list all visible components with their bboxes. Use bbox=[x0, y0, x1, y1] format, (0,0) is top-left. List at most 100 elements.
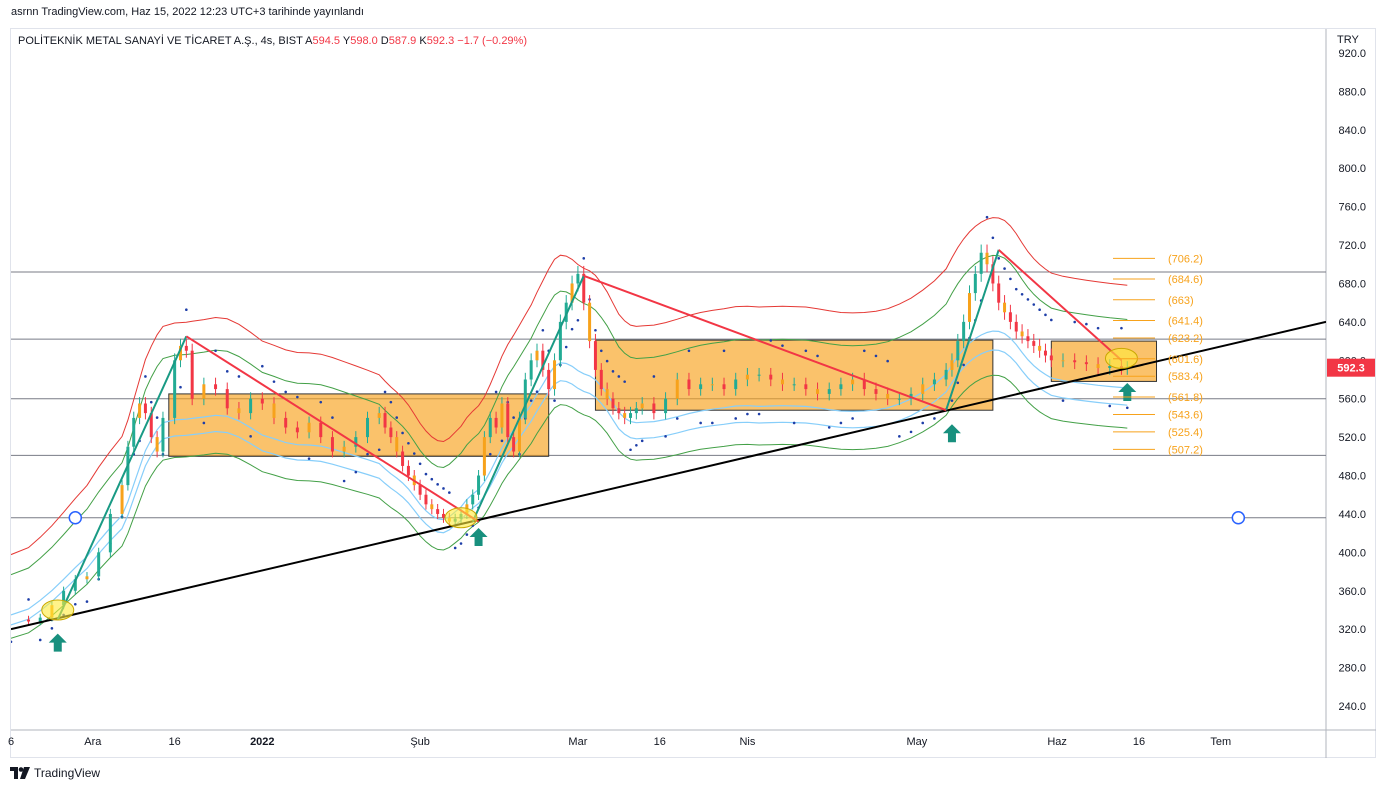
candle-body bbox=[962, 321, 966, 342]
sar-dot bbox=[453, 546, 457, 550]
sar-dot bbox=[570, 327, 574, 331]
y-tick-label: 800.0 bbox=[1338, 163, 1366, 175]
candle-body bbox=[979, 252, 983, 274]
candle-body bbox=[553, 360, 557, 390]
chart-frame[interactable] bbox=[10, 28, 1376, 758]
candle-body bbox=[547, 369, 551, 390]
candle-body bbox=[38, 617, 42, 622]
sar-dot bbox=[898, 435, 901, 438]
sar-dot bbox=[1108, 404, 1112, 408]
candle-body bbox=[272, 403, 276, 418]
candle-body bbox=[506, 403, 510, 438]
sar-dot bbox=[623, 380, 626, 383]
sar-dot bbox=[962, 363, 965, 367]
sar-dot bbox=[27, 598, 30, 601]
candle-body bbox=[471, 494, 475, 505]
y-tick-label: 360.0 bbox=[1338, 586, 1366, 598]
up-arrow-icon bbox=[1118, 382, 1137, 401]
y-tick-label: 840.0 bbox=[1338, 125, 1366, 137]
candle-body bbox=[967, 293, 971, 322]
sar-dot bbox=[377, 448, 381, 452]
sar-dot bbox=[611, 370, 615, 373]
candle-body bbox=[950, 360, 954, 370]
sar-dot bbox=[605, 359, 609, 363]
candle-body bbox=[874, 389, 878, 394]
candle-body bbox=[477, 475, 481, 495]
candle-body bbox=[97, 552, 101, 577]
sar-dot bbox=[1026, 298, 1030, 301]
sar-dot bbox=[1085, 322, 1088, 326]
sar-dot bbox=[50, 627, 54, 630]
sar-dot bbox=[553, 399, 556, 402]
sar-dot bbox=[436, 483, 439, 486]
sar-dot bbox=[85, 600, 89, 603]
candle-body bbox=[862, 379, 866, 390]
candle-body bbox=[722, 384, 726, 390]
candle-body bbox=[401, 451, 405, 466]
downtrend-line bbox=[185, 335, 480, 523]
candle-body bbox=[143, 403, 147, 414]
y-tick-label: 240.0 bbox=[1338, 701, 1366, 713]
symbol-title: POLİTEKNİK METAL SANAYİ VE TİCARET A.Ş.,… bbox=[18, 35, 303, 47]
candle-body bbox=[1043, 350, 1047, 356]
candle-body bbox=[161, 417, 165, 452]
sar-dot bbox=[722, 349, 726, 353]
candle-body bbox=[1084, 362, 1088, 365]
candle-body bbox=[132, 417, 136, 447]
y-tick-label: 480.0 bbox=[1338, 471, 1366, 483]
y-tick-label: 560.0 bbox=[1338, 394, 1366, 406]
sar-dot bbox=[354, 470, 358, 474]
change-value: −1.7 (−0.29%) bbox=[457, 35, 527, 47]
up-arrow-icon bbox=[469, 527, 488, 546]
close-label: K bbox=[419, 35, 427, 47]
sar-dot bbox=[599, 349, 603, 353]
candle-body bbox=[178, 345, 182, 361]
sar-dot bbox=[985, 215, 989, 219]
candle-body bbox=[430, 504, 434, 510]
candle-body bbox=[640, 403, 644, 409]
x-tick-label: Mar bbox=[568, 736, 587, 748]
candle-body bbox=[202, 384, 206, 399]
currency-label[interactable]: TRY bbox=[1337, 34, 1359, 46]
candle-body bbox=[617, 408, 621, 414]
sar-dot bbox=[459, 542, 463, 545]
sar-dot bbox=[687, 349, 691, 353]
sar-dot bbox=[827, 426, 831, 429]
candle-body bbox=[804, 384, 808, 390]
sar-dot bbox=[1038, 308, 1041, 311]
tradingview-brand[interactable]: TradingView bbox=[10, 766, 100, 780]
candle-body bbox=[1096, 364, 1100, 368]
sar-dot bbox=[512, 416, 515, 419]
sar-dot bbox=[582, 257, 586, 260]
x-tick-label: Ara bbox=[84, 736, 102, 748]
published-info: asrnn TradingView.com, Haz 15, 2022 12:2… bbox=[11, 6, 364, 18]
high-label: Y bbox=[342, 35, 351, 47]
sar-dot bbox=[296, 395, 299, 399]
downtrend-line bbox=[583, 274, 947, 412]
candle-body bbox=[237, 408, 241, 414]
fib-level-label: (601.6) bbox=[1168, 354, 1203, 366]
sar-dot bbox=[237, 375, 241, 378]
sar-dot bbox=[1032, 303, 1036, 306]
sar-dot bbox=[319, 400, 323, 404]
candle-body bbox=[541, 350, 545, 370]
candle-body bbox=[149, 413, 153, 438]
candle-body bbox=[366, 417, 370, 438]
x-tick-label: Haz bbox=[1047, 736, 1067, 748]
candle-body bbox=[1026, 336, 1030, 342]
candle-body bbox=[295, 427, 299, 433]
fib-level-label: (561.8) bbox=[1168, 392, 1203, 404]
candle-body bbox=[576, 273, 580, 284]
candle-body bbox=[73, 579, 77, 591]
close-value: 592.3 bbox=[426, 35, 455, 47]
x-tick-label: 16 bbox=[1133, 736, 1145, 748]
sar-dot bbox=[956, 381, 960, 385]
sar-dot bbox=[149, 400, 153, 404]
sar-dot bbox=[933, 417, 936, 420]
sar-dot bbox=[594, 328, 597, 332]
sar-dot bbox=[816, 354, 819, 358]
candle-body bbox=[377, 413, 381, 418]
circle-marker bbox=[68, 511, 83, 525]
sar-dot bbox=[185, 308, 188, 311]
